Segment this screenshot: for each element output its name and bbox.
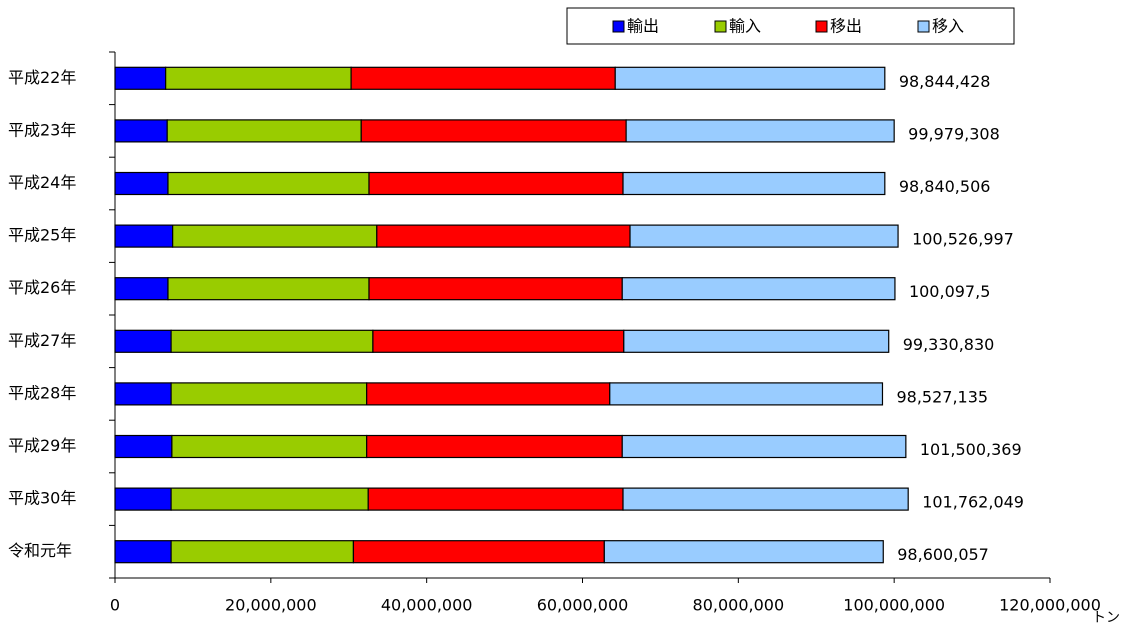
x-tick-label: 80,000,000	[693, 596, 785, 615]
total-label: 100,097,5	[909, 282, 990, 301]
bar-segment	[625, 119, 895, 143]
legend-swatch	[714, 20, 727, 33]
x-axis-label: トン	[1092, 610, 1120, 626]
total-label: 101,762,049	[922, 493, 1024, 512]
category-label: 平成29年	[8, 436, 76, 455]
category-label: 平成22年	[8, 68, 76, 87]
x-tick-label: 60,000,000	[537, 596, 629, 615]
x-tick-label: 100,000,000	[843, 596, 945, 615]
bar-segment	[366, 434, 623, 459]
category-label: 平成30年	[8, 489, 76, 508]
bar-segment	[170, 382, 368, 406]
bar-segment	[114, 540, 172, 564]
legend-label: 輸出	[627, 17, 659, 36]
total-label: 100,526,997	[912, 230, 1014, 249]
bar-segment	[114, 66, 167, 90]
bar-segment	[368, 171, 624, 196]
category-label: 平成25年	[8, 226, 76, 245]
total-label: 98,840,506	[899, 177, 991, 196]
bar-segment	[114, 487, 172, 511]
total-label: 99,979,308	[908, 124, 1000, 143]
bar-segment	[352, 540, 605, 564]
legend-label: 輸入	[729, 17, 761, 36]
total-label: 98,844,428	[899, 72, 991, 91]
category-label: 令和元年	[8, 541, 72, 560]
x-tick-label: 20,000,000	[225, 596, 317, 615]
category-label: 平成28年	[8, 383, 76, 402]
legend-label: 移出	[830, 17, 862, 36]
bar-segment	[114, 277, 169, 301]
x-tick-label: 0	[110, 596, 120, 615]
bar-segment	[171, 434, 368, 459]
bar-segment	[622, 171, 886, 196]
bar-segment	[170, 329, 374, 353]
total-label: 98,527,135	[896, 387, 988, 406]
bar-segment	[366, 382, 611, 406]
x-tick-label: 120,000,000	[999, 596, 1101, 615]
bar-segment	[367, 487, 624, 511]
bar-segment	[114, 224, 174, 248]
total-label: 101,500,369	[920, 440, 1022, 459]
bar-segment	[376, 224, 631, 248]
bar-segment	[114, 329, 172, 353]
bar-segment	[114, 382, 172, 406]
legend-label: 移入	[932, 17, 964, 36]
legend-box	[566, 7, 1015, 45]
bar-segment	[614, 66, 886, 90]
total-label: 98,600,057	[897, 545, 989, 564]
bar-segment	[609, 382, 884, 406]
bar-segment	[172, 224, 378, 248]
bar-segment	[360, 119, 627, 143]
bar-segment	[629, 224, 899, 248]
legend-swatch	[612, 20, 625, 33]
bar-segment	[166, 119, 362, 143]
category-label: 平成24年	[8, 173, 76, 192]
category-label: 平成26年	[8, 278, 76, 297]
bar-segment	[622, 487, 909, 511]
total-label: 99,330,830	[903, 335, 995, 354]
bar-segment	[114, 434, 173, 459]
bar-segment	[114, 171, 169, 196]
x-tick-label: 40,000,000	[381, 596, 473, 615]
legend-swatch	[815, 20, 828, 33]
bar-segment	[372, 329, 625, 353]
bar-segment	[167, 171, 370, 196]
bar-segment	[350, 66, 616, 90]
bar-segment	[165, 66, 352, 90]
bar-segment	[621, 434, 907, 459]
category-label: 平成27年	[8, 331, 76, 350]
bar-segment	[170, 487, 369, 511]
bar-segment	[114, 119, 168, 143]
category-label: 平成23年	[8, 120, 76, 139]
bar-segment	[167, 277, 370, 301]
bar-segment	[368, 277, 623, 301]
bar-segment	[621, 277, 896, 301]
bar-segment	[170, 540, 355, 564]
bar-segment	[603, 540, 884, 564]
legend-swatch	[917, 20, 930, 33]
bar-segment	[623, 329, 890, 353]
